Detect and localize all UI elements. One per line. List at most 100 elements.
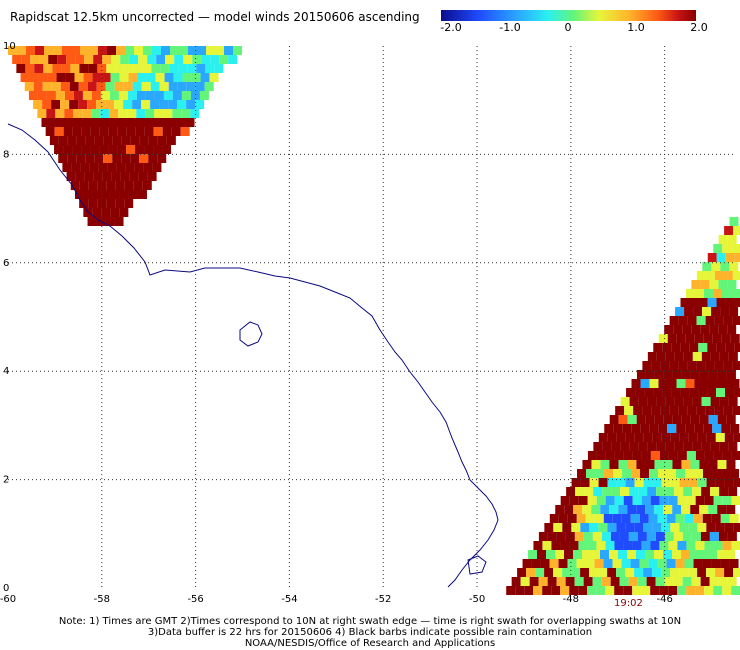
wind-cell (177, 100, 187, 109)
wind-cell (701, 487, 711, 496)
wind-cell (691, 280, 701, 289)
wind-cell (118, 91, 128, 100)
wind-cell (732, 406, 740, 415)
wind-cell (605, 496, 615, 505)
wind-cell (643, 433, 653, 442)
wind-cell (728, 352, 738, 361)
wind-cell (716, 343, 726, 352)
wind-cell (665, 352, 675, 361)
wind-cell (165, 55, 175, 64)
wind-cell (719, 442, 729, 451)
wind-cell (139, 136, 149, 145)
wind-cell (556, 532, 566, 541)
wind-cell (123, 100, 133, 109)
wind-cell (44, 46, 53, 55)
wind-cell (638, 487, 648, 496)
wind-cell (705, 316, 715, 325)
wind-cell (79, 181, 89, 190)
lat-tick-label: 8 (3, 149, 9, 160)
wind-cell (100, 91, 110, 100)
wind-cell (578, 496, 588, 505)
wind-cell (153, 127, 163, 136)
wind-cell (62, 163, 72, 172)
wind-cell (667, 334, 677, 343)
wind-cell (163, 109, 173, 118)
wind-cell (181, 109, 191, 118)
wind-cell (168, 100, 178, 109)
wind-cell (717, 460, 727, 469)
wind-cell (683, 442, 693, 451)
wind-cell (537, 550, 546, 559)
wind-cell (631, 424, 641, 433)
wind-cell (726, 505, 736, 514)
wind-cell (564, 505, 574, 514)
wind-cell (585, 514, 595, 523)
wind-cell (707, 388, 717, 397)
wind-cell (733, 433, 740, 442)
wind-cell (692, 352, 702, 361)
wind-cell (592, 577, 602, 586)
wind-cell (191, 73, 201, 82)
wind-cell (638, 397, 648, 406)
lon-tick-label: -60 (0, 594, 16, 605)
wind-cell (715, 523, 725, 532)
wind-cell (688, 568, 698, 577)
wind-cell (666, 559, 676, 568)
wind-cell (672, 505, 682, 514)
wind-cell (614, 541, 624, 550)
wind-cell (612, 559, 622, 568)
wind-cell (102, 172, 112, 181)
wind-cell (150, 100, 160, 109)
wind-cell (672, 460, 682, 469)
wind-cell (141, 82, 151, 91)
wind-cell (731, 586, 740, 595)
wind-cell (703, 379, 713, 388)
wind-cell (601, 577, 611, 586)
wind-cell (721, 289, 731, 298)
wind-cell (720, 514, 730, 523)
wind-cell (713, 586, 723, 595)
wind-cell (657, 559, 667, 568)
wind-cell (153, 145, 163, 154)
wind-cell (91, 109, 101, 118)
wind-cell (168, 82, 178, 91)
wind-cell (668, 586, 678, 595)
wind-cell (580, 478, 590, 487)
wind-cell (718, 577, 728, 586)
wind-cell (201, 55, 211, 64)
wind-cell (583, 532, 593, 541)
wind-cell (713, 451, 723, 460)
wind-cell (677, 496, 687, 505)
wind-cell (656, 352, 666, 361)
wind-cell (712, 424, 722, 433)
wind-cell (663, 415, 673, 424)
wind-cell (595, 469, 605, 478)
wind-cell (67, 136, 77, 145)
wind-cell (147, 55, 157, 64)
wind-cell (74, 190, 84, 199)
wind-cell (39, 55, 49, 64)
wind-cell (162, 145, 172, 154)
wind-cell (146, 73, 156, 82)
wind-cell (728, 442, 738, 451)
wind-cell (624, 406, 634, 415)
wind-cell (169, 64, 179, 73)
wind-cell (87, 217, 97, 226)
wind-cell (665, 397, 675, 406)
wind-cell (69, 82, 79, 91)
wind-cell (705, 406, 715, 415)
wind-cell (710, 442, 720, 451)
wind-cell (142, 181, 152, 190)
wind-cell (41, 118, 51, 127)
wind-cell (164, 73, 174, 82)
wind-cell (645, 415, 655, 424)
wind-cell (694, 469, 704, 478)
lat-tick-label: 4 (3, 366, 9, 377)
wind-cell (722, 496, 732, 505)
wind-cell (704, 496, 714, 505)
wind-cell (720, 262, 730, 271)
wind-cell (60, 82, 70, 91)
wind-cell (629, 442, 639, 451)
wind-cell (656, 397, 666, 406)
island-delta (467, 555, 487, 575)
